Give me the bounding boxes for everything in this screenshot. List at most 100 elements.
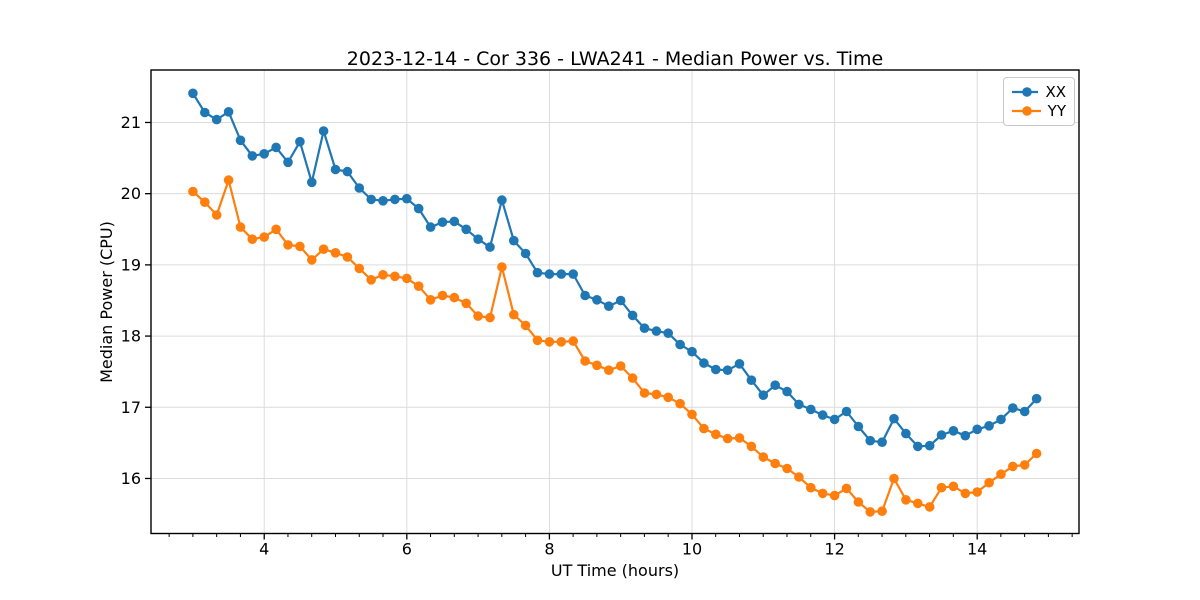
- data-point-yy: [806, 482, 816, 493]
- x-axis-label: UT Time (hours): [550, 561, 680, 580]
- chart-title: 2023-12-14 - Cor 336 - LWA241 - Median P…: [346, 48, 884, 70]
- data-point-yy: [247, 234, 258, 244]
- data-point-yy: [449, 292, 460, 303]
- data-point-xx: [188, 88, 198, 99]
- data-point-xx: [794, 399, 804, 410]
- data-point-xx: [592, 295, 602, 305]
- data-point-yy: [437, 290, 448, 301]
- x-tick-label: 10: [682, 540, 702, 559]
- data-point-yy: [841, 483, 852, 494]
- data-point-xx: [853, 421, 864, 432]
- data-point-xx: [663, 328, 673, 339]
- y-tick-label: 17: [121, 398, 141, 417]
- data-point-yy: [1019, 460, 1030, 470]
- data-point-xx: [449, 216, 460, 227]
- data-point-yy: [1031, 448, 1042, 459]
- y-tick-label: 20: [121, 184, 141, 203]
- data-point-yy: [615, 361, 626, 371]
- data-point-yy: [924, 502, 935, 512]
- legend-item-xx: XX: [1011, 82, 1066, 101]
- data-point-xx: [223, 107, 234, 117]
- data-point-yy: [580, 356, 590, 366]
- data-point-xx: [734, 359, 745, 369]
- data-point-yy: [639, 388, 650, 398]
- data-point-yy: [889, 473, 899, 484]
- y-tick-label: 16: [121, 469, 141, 488]
- data-point-yy: [520, 320, 531, 331]
- data-point-yy: [913, 498, 923, 509]
- data-point-xx: [651, 326, 662, 336]
- data-point-xx: [627, 310, 638, 321]
- data-point-yy: [996, 469, 1006, 480]
- data-point-xx: [473, 234, 483, 244]
- data-point-yy: [461, 298, 472, 309]
- data-point-yy: [366, 275, 377, 285]
- data-point-xx: [699, 358, 709, 368]
- data-point-xx: [924, 440, 935, 451]
- data-point-yy: [901, 495, 911, 505]
- data-point-xx: [877, 437, 887, 448]
- y-axis-label: Median Power (CPU): [97, 221, 116, 383]
- data-point-xx: [402, 193, 412, 204]
- data-point-xx: [211, 114, 222, 125]
- data-point-xx: [295, 136, 305, 147]
- x-tick-label: 6: [402, 540, 412, 559]
- data-point-yy: [390, 271, 400, 282]
- yy-line-marker-sample: [1012, 105, 1041, 116]
- data-point-yy: [188, 186, 198, 197]
- data-point-yy: [235, 222, 246, 232]
- data-point-xx: [1008, 403, 1018, 413]
- data-point-yy: [711, 429, 721, 440]
- data-point-yy: [936, 482, 947, 493]
- legend-label-xx: XX: [1045, 82, 1066, 101]
- x-tick-label: 12: [824, 540, 844, 559]
- data-point-yy: [271, 224, 281, 235]
- data-point-yy: [485, 312, 495, 323]
- data-point-yy: [592, 360, 602, 371]
- data-point-xx: [200, 107, 210, 118]
- data-point-yy: [509, 309, 519, 320]
- data-point-xx: [711, 364, 721, 375]
- data-point-yy: [972, 487, 982, 497]
- data-point-yy: [782, 463, 792, 474]
- data-point-yy: [627, 373, 638, 383]
- data-point-yy: [794, 472, 804, 482]
- data-point-yy: [425, 295, 436, 305]
- data-point-xx: [556, 269, 567, 279]
- data-point-xx: [366, 194, 377, 205]
- data-point-yy: [984, 477, 994, 488]
- legend-item-yy: YY: [1011, 101, 1066, 120]
- data-point-xx: [687, 346, 697, 357]
- plot-border: [150, 69, 1080, 535]
- data-point-yy: [948, 481, 959, 492]
- data-point-xx: [901, 428, 911, 439]
- data-point-yy: [687, 409, 697, 420]
- data-point-xx: [675, 339, 685, 350]
- data-point-yy: [604, 365, 614, 376]
- data-point-xx: [984, 421, 994, 431]
- data-point-yy: [651, 389, 662, 400]
- data-point-yy: [259, 232, 270, 242]
- data-point-yy: [354, 263, 365, 274]
- y-tick-label: 21: [121, 113, 141, 132]
- data-point-xx: [568, 269, 578, 279]
- xx-line-marker-sample: [1012, 86, 1039, 97]
- data-point-yy: [295, 241, 305, 252]
- data-point-yy: [556, 337, 567, 347]
- data-point-xx: [283, 157, 293, 168]
- data-point-xx: [996, 414, 1006, 425]
- data-point-xx: [841, 406, 852, 417]
- data-point-yy: [770, 458, 780, 469]
- data-point-yy: [378, 270, 388, 280]
- data-point-yy: [283, 240, 293, 250]
- data-point-yy: [568, 336, 578, 346]
- data-point-xx: [235, 135, 246, 146]
- data-point-xx: [948, 426, 959, 436]
- data-point-xx: [390, 194, 400, 205]
- data-point-xx: [247, 151, 258, 161]
- data-point-yy: [675, 398, 685, 409]
- data-point-xx: [532, 267, 543, 278]
- data-point-yy: [532, 335, 543, 346]
- data-point-xx: [509, 235, 519, 246]
